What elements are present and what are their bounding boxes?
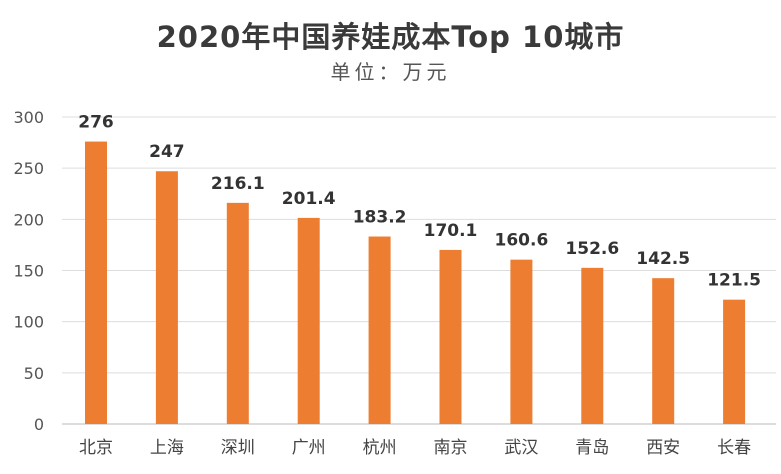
y-tick-label: 300 — [13, 108, 44, 127]
chart-subtitle: 单位：万元 — [330, 60, 451, 84]
bar — [581, 267, 604, 424]
data-label: 183.2 — [353, 208, 407, 228]
data-label: 216.1 — [211, 174, 265, 194]
bar — [652, 278, 675, 424]
data-label: 142.5 — [636, 249, 690, 269]
data-label: 201.4 — [282, 189, 336, 209]
chart-title: 2020年中国养娃成本Top 10城市 — [156, 20, 625, 54]
data-label: 152.6 — [565, 239, 619, 259]
x-tick-label: 西安 — [646, 438, 680, 458]
bar — [226, 202, 249, 424]
y-tick-label: 150 — [13, 262, 44, 281]
y-tick-label: 50 — [24, 364, 44, 383]
y-tick-label: 250 — [13, 159, 44, 178]
data-label: 276 — [78, 113, 114, 133]
y-tick-label: 100 — [13, 313, 44, 332]
x-tick-label: 上海 — [150, 438, 184, 458]
x-tick-label: 青岛 — [575, 438, 609, 458]
y-tick-label: 0 — [34, 415, 44, 434]
bar — [510, 259, 533, 424]
data-label: 121.5 — [707, 271, 761, 291]
x-tick-label: 武汉 — [504, 438, 538, 458]
x-tick-label: 南京 — [434, 438, 468, 458]
bar — [155, 171, 178, 424]
bar — [723, 299, 746, 424]
x-tick-label: 深圳 — [221, 438, 255, 458]
data-label: 160.6 — [495, 231, 549, 251]
data-label: 170.1 — [424, 221, 478, 241]
x-tick-label: 广州 — [292, 438, 326, 458]
bar — [368, 236, 391, 424]
data-label: 247 — [149, 142, 185, 162]
x-tick-label: 北京 — [79, 438, 113, 458]
bar — [85, 141, 107, 424]
bar — [439, 249, 462, 424]
x-tick-label: 杭州 — [363, 438, 397, 458]
bar — [297, 217, 320, 424]
x-tick-label: 长春 — [717, 438, 751, 458]
y-tick-label: 200 — [13, 210, 44, 229]
